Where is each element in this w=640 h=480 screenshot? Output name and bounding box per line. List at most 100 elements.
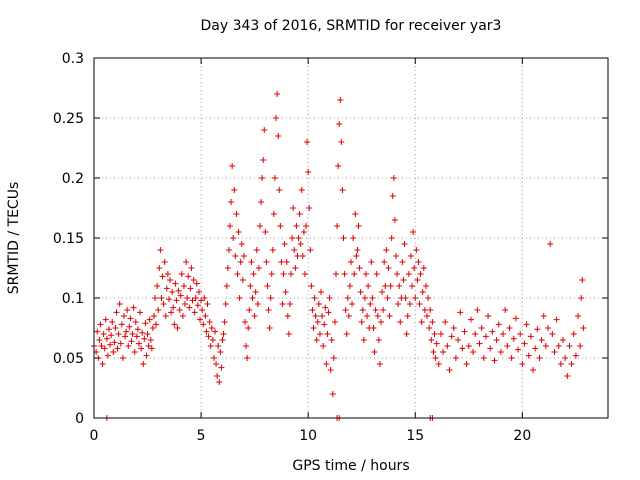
data-point bbox=[123, 328, 130, 335]
data-point bbox=[189, 297, 196, 304]
data-point bbox=[385, 265, 392, 271]
data-point bbox=[283, 259, 290, 265]
data-point bbox=[132, 319, 139, 325]
data-point bbox=[295, 235, 302, 241]
data-point bbox=[284, 313, 291, 319]
data-point bbox=[140, 361, 147, 367]
data-point bbox=[96, 337, 103, 343]
data-point bbox=[437, 331, 444, 337]
data-point bbox=[193, 280, 200, 287]
data-point bbox=[174, 325, 181, 331]
data-point bbox=[367, 301, 374, 307]
data-point bbox=[421, 307, 428, 313]
data-point bbox=[161, 259, 168, 265]
data-point bbox=[391, 217, 398, 223]
data-point bbox=[223, 283, 230, 289]
data-point bbox=[353, 253, 360, 259]
data-point bbox=[111, 339, 118, 346]
data-point bbox=[335, 163, 342, 169]
data-point bbox=[341, 271, 348, 277]
data-point bbox=[309, 307, 316, 313]
data-point bbox=[165, 296, 172, 303]
data-point bbox=[182, 301, 189, 307]
data-point bbox=[218, 364, 225, 371]
data-point bbox=[572, 352, 579, 359]
data-point bbox=[222, 301, 229, 307]
data-point bbox=[330, 355, 337, 361]
data-point bbox=[251, 313, 258, 319]
data-point bbox=[253, 247, 260, 253]
data-point bbox=[178, 271, 185, 277]
data-point bbox=[519, 361, 526, 367]
data-point bbox=[252, 289, 259, 295]
data-point bbox=[270, 211, 277, 217]
data-point bbox=[113, 309, 120, 316]
data-point bbox=[103, 335, 110, 342]
data-point bbox=[500, 331, 507, 337]
data-point bbox=[180, 283, 187, 289]
data-point bbox=[119, 355, 126, 361]
data-point bbox=[238, 241, 245, 247]
data-point bbox=[148, 345, 155, 352]
data-point bbox=[549, 331, 556, 337]
data-point bbox=[452, 355, 459, 361]
data-point bbox=[301, 271, 308, 277]
data-point bbox=[255, 265, 262, 271]
data-point bbox=[532, 345, 539, 352]
data-point bbox=[232, 253, 239, 259]
data-point bbox=[407, 253, 414, 259]
data-point bbox=[355, 223, 362, 229]
data-point bbox=[214, 373, 221, 379]
data-point bbox=[403, 331, 410, 337]
data-point bbox=[231, 187, 238, 193]
data-point bbox=[344, 295, 351, 301]
data-point bbox=[245, 325, 252, 331]
data-point bbox=[201, 295, 208, 301]
data-point bbox=[566, 343, 573, 349]
y-tick-label: 0.1 bbox=[62, 291, 84, 307]
data-point bbox=[362, 271, 369, 277]
y-tick-label: 0.25 bbox=[53, 111, 84, 127]
data-point bbox=[230, 235, 237, 241]
data-point bbox=[323, 361, 330, 367]
data-point bbox=[390, 175, 397, 181]
data-point bbox=[172, 280, 179, 287]
data-point bbox=[497, 349, 504, 355]
data-point bbox=[160, 301, 167, 307]
data-point bbox=[204, 301, 211, 307]
data-point bbox=[416, 301, 423, 307]
data-point bbox=[179, 313, 186, 319]
data-point bbox=[244, 355, 251, 361]
data-point bbox=[168, 309, 175, 316]
data-point bbox=[303, 223, 310, 229]
data-point bbox=[400, 277, 407, 283]
data-point bbox=[404, 313, 411, 319]
data-point bbox=[470, 349, 477, 355]
data-point bbox=[429, 319, 436, 325]
data-point bbox=[306, 205, 313, 211]
data-point bbox=[167, 277, 174, 283]
data-point bbox=[521, 340, 528, 347]
data-point bbox=[246, 307, 253, 313]
data-point bbox=[147, 337, 154, 343]
data-point bbox=[491, 357, 498, 364]
data-point bbox=[315, 301, 322, 307]
data-point bbox=[376, 361, 383, 367]
data-point bbox=[379, 289, 386, 295]
data-point bbox=[146, 316, 153, 323]
data-point bbox=[357, 289, 364, 295]
data-point bbox=[198, 297, 205, 304]
data-point bbox=[536, 355, 543, 361]
data-point bbox=[163, 285, 170, 292]
data-point bbox=[328, 337, 335, 343]
data-point bbox=[493, 337, 500, 343]
data-point bbox=[150, 313, 157, 319]
data-point bbox=[356, 265, 363, 271]
data-point bbox=[101, 345, 108, 352]
data-point bbox=[395, 301, 402, 307]
data-point bbox=[405, 271, 412, 277]
data-point bbox=[269, 247, 276, 253]
data-point bbox=[154, 283, 161, 289]
data-point bbox=[478, 325, 485, 331]
